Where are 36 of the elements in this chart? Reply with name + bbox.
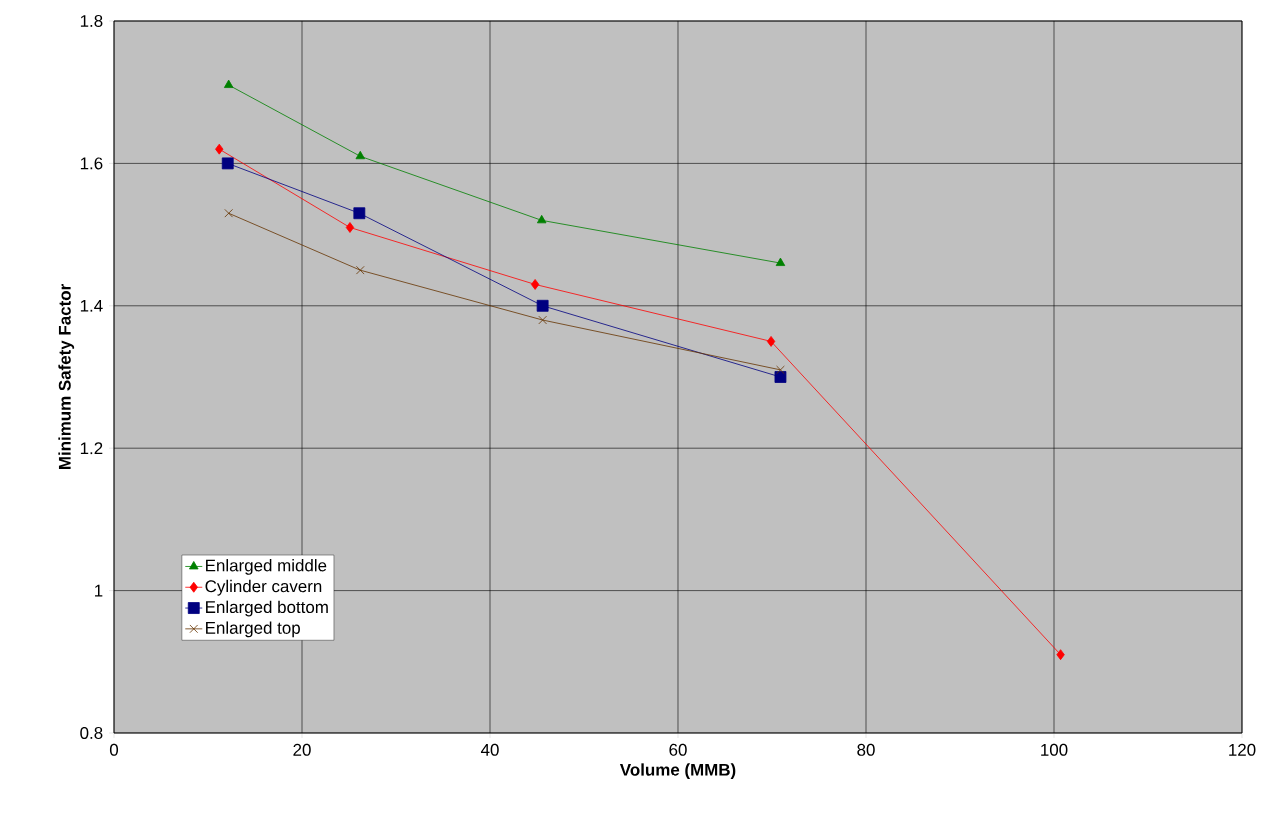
point xyxy=(353,207,366,220)
point xyxy=(776,365,785,375)
x-tick-label: 80 xyxy=(857,743,875,756)
point xyxy=(536,299,549,312)
point xyxy=(530,279,540,290)
legend-label: Cylinder cavern xyxy=(205,579,322,596)
x-tick-label: 0 xyxy=(109,743,119,756)
y-tick-label: 1.2 xyxy=(80,442,103,455)
y-tick-label: 0.8 xyxy=(80,727,103,739)
x-tick-label: 100 xyxy=(1041,743,1068,756)
point xyxy=(355,265,365,275)
point xyxy=(775,257,786,266)
legend-label: Enlarged bottom xyxy=(206,600,328,617)
y-tick-label: 1 xyxy=(95,584,103,597)
point xyxy=(538,315,547,325)
x-tick-label: 20 xyxy=(293,743,311,756)
point xyxy=(345,222,355,233)
point xyxy=(223,79,234,88)
point xyxy=(215,143,224,155)
x-tick-label: 40 xyxy=(480,743,499,756)
point xyxy=(536,214,547,224)
point xyxy=(766,335,776,347)
point xyxy=(224,208,233,218)
x-tick-label: 60 xyxy=(669,743,687,756)
x-tick-label: 120 xyxy=(1229,743,1256,756)
point xyxy=(1056,649,1065,661)
y-tick-label: 1.6 xyxy=(80,157,103,170)
x-axis-title: Volume (MMB) xyxy=(619,763,736,780)
y-tick-label: 1.8 xyxy=(80,14,103,27)
legend-label: Enlarged top xyxy=(206,621,300,638)
point xyxy=(355,150,366,160)
y-tick-label: 1.4 xyxy=(80,299,103,312)
point xyxy=(774,371,787,383)
legend-label: Enlarged middle xyxy=(206,559,327,575)
point xyxy=(221,157,234,170)
y-axis-title: Minimum Safety Factor xyxy=(58,284,75,470)
